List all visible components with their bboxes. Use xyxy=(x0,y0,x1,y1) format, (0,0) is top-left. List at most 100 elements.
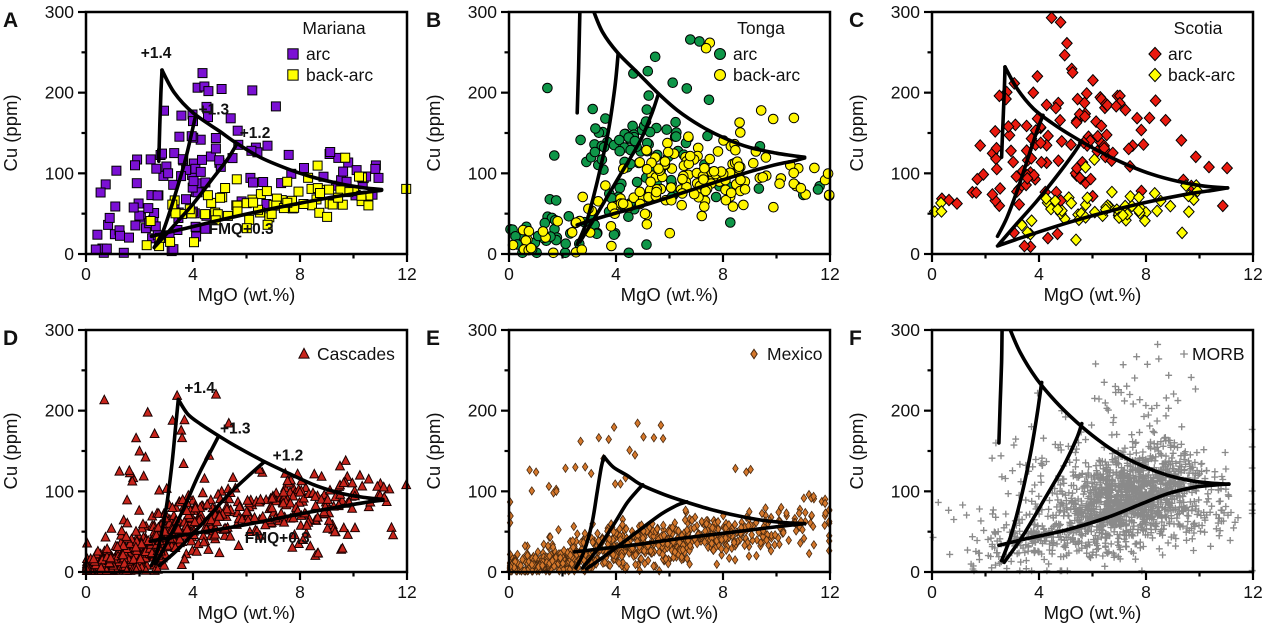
x-tick-label: 8 xyxy=(1141,264,1151,284)
y-tick-label: 300 xyxy=(468,2,497,22)
axis-ticks xyxy=(501,10,832,262)
panel-letter: C xyxy=(849,9,864,32)
model-curve xyxy=(575,12,582,115)
model-curves xyxy=(995,65,1230,248)
legend: Cascades xyxy=(298,344,395,364)
x-tick-label: 4 xyxy=(1034,264,1044,284)
model-curve xyxy=(997,139,1084,247)
axis-ticks xyxy=(501,328,832,580)
model-curves xyxy=(572,454,807,571)
x-axis-label: MgO (wt.%) xyxy=(1044,284,1142,305)
legend-entry-label: back-arc xyxy=(1168,65,1235,85)
y-tick-label: 200 xyxy=(468,83,497,103)
panel-letter: D xyxy=(3,327,18,350)
legend-title: Mariana xyxy=(302,18,365,38)
x-tick-label: 8 xyxy=(718,264,728,284)
model-curve xyxy=(149,397,181,568)
model-curve xyxy=(575,52,620,247)
y-tick-label: 200 xyxy=(45,401,74,421)
figure-panel: 0 4 8 12 0 100 200 300 MgO (wt.%) Cu (ppm) E Mexico xyxy=(423,316,846,633)
curve-label: +1.2 xyxy=(240,125,271,142)
y-axis-label: Cu (ppm) xyxy=(0,94,21,171)
y-axis-label: Cu (ppm) xyxy=(423,94,444,171)
y-tick-label: 300 xyxy=(45,320,74,340)
axis-ticks xyxy=(924,328,1255,580)
x-tick-label: 12 xyxy=(820,582,839,602)
y-tick-label: 100 xyxy=(891,163,920,183)
legend: MORB xyxy=(1180,344,1245,364)
curve-label: +1.2 xyxy=(273,448,304,465)
y-axis-label: Cu (ppm) xyxy=(0,412,21,489)
y-tick-label: 300 xyxy=(891,2,920,22)
figure-panel: 0 4 8 12 0 100 200 300 MgO (wt.%) Cu (ppm) C Scotia… xyxy=(846,0,1270,316)
x-tick-label: 8 xyxy=(295,264,305,284)
x-tick-label: 0 xyxy=(504,264,514,284)
model-curve xyxy=(176,397,385,502)
x-tick-label: 4 xyxy=(611,582,621,602)
legend-entry-label: MORB xyxy=(1192,344,1245,364)
x-tick-label: 0 xyxy=(927,264,937,284)
model-curve xyxy=(157,460,266,568)
panel-F-plot: 0 4 8 12 0 100 200 300 MgO (wt.%) Cu (ppm) F MORB xyxy=(846,316,1269,633)
panel-letter: F xyxy=(849,327,862,350)
curve-label: FMQ+0.3 xyxy=(209,221,274,238)
y-axis-label: Cu (ppm) xyxy=(846,94,867,171)
y-tick-label: 100 xyxy=(468,163,497,183)
y-tick-label: 100 xyxy=(45,481,74,501)
x-tick-label: 4 xyxy=(188,264,198,284)
legend-entry-label: arc xyxy=(733,44,758,64)
x-axis-label: MgO (wt.%) xyxy=(198,602,296,623)
model-curve xyxy=(153,141,239,248)
y-tick-label: 300 xyxy=(891,320,920,340)
model-curve xyxy=(999,380,1044,563)
x-tick-label: 0 xyxy=(927,582,937,602)
legend-entry-label: Mexico xyxy=(767,344,822,364)
curve-label: +1.4 xyxy=(184,380,215,397)
panel-background xyxy=(423,0,846,316)
y-tick-label: 200 xyxy=(891,83,920,103)
legend-entry-label: arc xyxy=(1168,44,1193,64)
model-curve xyxy=(157,68,164,163)
y-tick-label: 0 xyxy=(64,562,74,582)
x-axis-label: MgO (wt.%) xyxy=(198,284,296,305)
x-tick-label: 12 xyxy=(397,582,416,602)
x-tick-label: 0 xyxy=(81,264,91,284)
model-curve xyxy=(1003,65,1230,190)
axis-ticks xyxy=(78,328,409,580)
legend-entry-label: arc xyxy=(306,44,331,64)
model-curve xyxy=(999,65,1007,159)
panel-letter: E xyxy=(426,327,440,350)
y-axis-label: Cu (ppm) xyxy=(846,412,867,489)
model-curve xyxy=(160,68,384,192)
x-tick-label: 8 xyxy=(718,582,728,602)
panel-D-plot: +1.4 +1.3 +1.2 FMQ+0.3 0 4 8 12 0 100 200 300 MgO (w… xyxy=(0,316,423,633)
panel-E-plot: 0 4 8 12 0 100 200 300 MgO (wt.%) Cu (ppm) E Mexico xyxy=(423,316,846,633)
y-tick-label: 300 xyxy=(45,2,74,22)
figure-panel: +1.4 +1.3 +1.2 FMQ+0.3 0 4 8 12 0 100 200 300 MgO (w… xyxy=(0,0,423,316)
x-tick-label: 0 xyxy=(504,582,514,602)
x-tick-label: 8 xyxy=(295,582,305,602)
panel-letter: A xyxy=(3,9,18,32)
x-tick-label: 8 xyxy=(1141,582,1151,602)
y-tick-label: 200 xyxy=(468,401,497,421)
figure-panel: +1.4 +1.3 +1.2 FMQ+0.3 0 4 8 12 0 100 200 300 MgO (w… xyxy=(0,316,423,633)
y-tick-label: 100 xyxy=(468,481,497,501)
x-tick-label: 0 xyxy=(81,582,91,602)
x-tick-label: 4 xyxy=(1034,582,1044,602)
y-tick-label: 200 xyxy=(45,83,74,103)
axis-ticks xyxy=(924,10,1255,262)
x-axis-label: MgO (wt.%) xyxy=(621,284,719,305)
model-curve xyxy=(997,482,1231,548)
model-curve xyxy=(995,186,1230,248)
panel-C-plot: 0 4 8 12 0 100 200 300 MgO (wt.%) Cu (ppm) C Scotia… xyxy=(846,0,1269,316)
y-tick-label: 300 xyxy=(468,320,497,340)
model-curves xyxy=(148,397,385,568)
y-tick-label: 200 xyxy=(891,401,920,421)
model-curves xyxy=(997,330,1231,565)
y-tick-label: 0 xyxy=(910,244,920,264)
model-curve xyxy=(148,498,385,544)
panel-letter: B xyxy=(426,9,441,32)
model-curve xyxy=(572,521,807,554)
model-curve xyxy=(574,454,606,570)
